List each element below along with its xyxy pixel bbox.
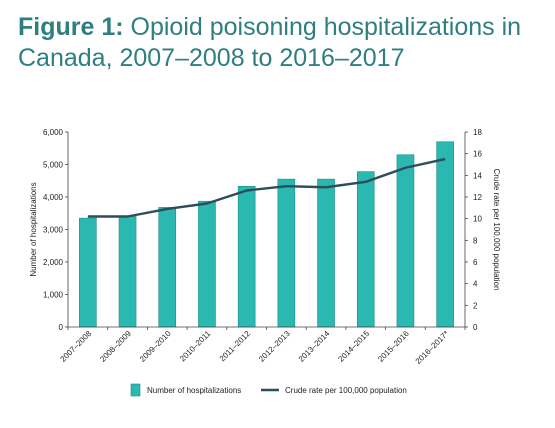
y-tick-label: 5,000: [43, 161, 64, 170]
y2-tick-label: 2: [473, 301, 478, 310]
x-tick-label: 2009–2010: [138, 329, 173, 364]
legend: Number of hospitalizations Crude rate per…: [130, 383, 407, 397]
x-tick-label: 2010–2011: [178, 329, 213, 364]
y2-tick-label: 12: [473, 193, 482, 202]
bar: [237, 185, 256, 328]
bars: [79, 141, 454, 328]
figure-title: Figure 1: Opioid poisoning hospitalizati…: [18, 12, 548, 74]
bar: [317, 178, 335, 328]
rate-line-layer: [87, 157, 446, 218]
rate-line: [87, 157, 446, 218]
x-tick-label: 2016–2017*: [414, 329, 451, 366]
x-tick-label: 2015–2016: [376, 329, 411, 364]
y2-tick-label: 10: [473, 215, 482, 224]
y2-axis-title: Crude rate per 100,000 population: [492, 169, 501, 291]
x-tick-label: 2013–2014: [297, 329, 332, 364]
bar: [79, 217, 97, 328]
bar: [277, 178, 296, 328]
figure-title-text: Opioid poisoning hospitalizations in Can…: [18, 13, 522, 72]
y-tick-label: 2,000: [43, 258, 64, 267]
bar: [118, 216, 137, 328]
y-tick-label: 4,000: [43, 193, 64, 202]
axes: 0 1,000 2,000 3,000 4,000 5,000 6,000 0 2 4 6 8 10 12…: [29, 128, 501, 366]
x-tick-label: 2014–2015: [336, 329, 371, 364]
legend-bar-swatch: [130, 383, 141, 397]
y2-tick-label: 4: [473, 280, 478, 289]
y2-tick-label: 0: [473, 323, 478, 332]
y2-tick-label: 14: [473, 171, 482, 180]
x-tick-label: 2007–2008: [59, 329, 94, 364]
y-tick-label: 6,000: [43, 128, 64, 137]
bar: [158, 207, 177, 328]
y-tick-label: 0: [59, 323, 64, 332]
y2-tick-label: 8: [473, 236, 478, 245]
y-tick-label: 3,000: [43, 226, 64, 235]
figure-label: Figure 1:: [18, 13, 124, 41]
bar: [198, 200, 216, 328]
y2-tick-label: 6: [473, 258, 478, 267]
y-axis-title: Number of hospitalizations: [29, 182, 38, 276]
bar: [436, 141, 454, 328]
x-tick-label: 2012–2013: [257, 329, 292, 364]
x-tick-label: 2008–2009: [98, 329, 133, 364]
y-tick-label: 1,000: [43, 291, 64, 300]
bar: [356, 171, 375, 328]
bar: [396, 154, 415, 328]
x-tick-label: 2011–2012: [218, 329, 253, 364]
y2-tick-label: 16: [473, 150, 482, 159]
y2-tick-label: 18: [473, 128, 482, 137]
legend-line-label: Crude rate per 100,000 population: [285, 386, 407, 395]
legend-bar-label: Number of hospitalizations: [147, 386, 241, 395]
